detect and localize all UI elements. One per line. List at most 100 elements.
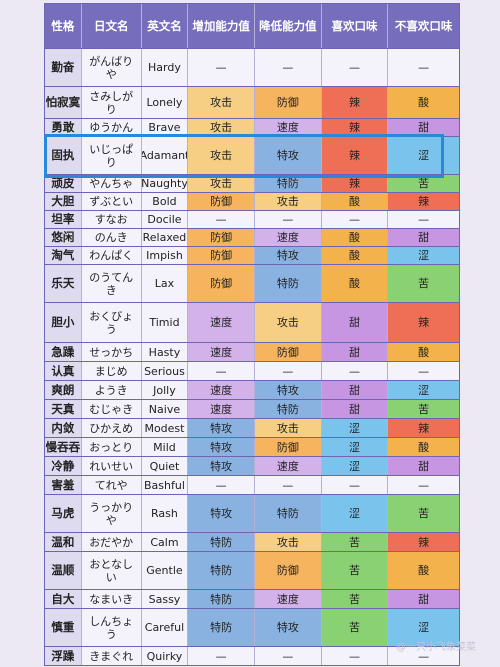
header-cell: 喜欢口味 <box>321 4 389 48</box>
disliked-flavor-cell: 涩 <box>388 609 459 646</box>
japanese-name-cell: なまいき <box>81 590 142 608</box>
english-name-cell: Naughty <box>141 175 189 192</box>
table-row: 冷静 れいせい Quiet 特攻 速度涩甜 <box>44 457 460 476</box>
japanese-name-cell: のうてんき <box>81 265 142 302</box>
table-row: 内敛 ひかえめ Modest 特攻 攻击涩辣 <box>44 419 460 438</box>
english-name-cell: Adamant <box>141 137 189 174</box>
increase-stat-cell: 特攻 <box>188 457 256 475</box>
decrease-stat-cell: 速度 <box>255 119 322 136</box>
english-name-cell: Brave <box>141 119 189 136</box>
nature-cell: 温和 <box>45 533 82 551</box>
japanese-name-cell: ずぶとい <box>81 193 142 210</box>
disliked-flavor-cell: — <box>388 647 459 665</box>
disliked-flavor-cell: 酸 <box>388 552 459 589</box>
japanese-name-cell: きまぐれ <box>81 647 142 665</box>
increase-stat-cell: — <box>188 362 256 380</box>
decrease-stat-cell: 防御 <box>255 438 322 456</box>
disliked-flavor-cell: 苦 <box>388 400 459 418</box>
liked-flavor-cell: 涩 <box>321 457 389 475</box>
nature-table: 性格 日文名 英文名 增加能力值 降低能力值 喜欢口味 不喜欢口味 勤奋 がんばりや Hardy —… <box>44 3 460 666</box>
table-row: 急躁 せっかち Hasty 速度 防御甜酸 <box>44 343 460 362</box>
disliked-flavor-cell: 涩 <box>388 381 459 399</box>
decrease-stat-cell: 特防 <box>255 265 322 302</box>
table-row: 勇敢 ゆうかん Brave 攻击 速度辣甜 <box>44 119 460 137</box>
english-name-cell: Hasty <box>141 343 189 361</box>
table-row: 浮躁 きまぐれ Quirky — — — — <box>44 647 460 666</box>
nature-cell: 淘气 <box>45 247 82 264</box>
watermark: @一只小飞象菜菜 <box>396 642 476 653</box>
decrease-stat-cell: — <box>255 49 322 86</box>
japanese-name-cell: しんちょう <box>81 609 142 646</box>
increase-stat-cell: 特攻 <box>188 438 256 456</box>
english-name-cell: Quiet <box>141 457 189 475</box>
increase-stat-cell: 攻击 <box>188 137 256 174</box>
japanese-name-cell: すなお <box>81 211 142 228</box>
disliked-flavor-cell: 酸 <box>388 343 459 361</box>
japanese-name-cell: おっとり <box>81 438 142 456</box>
japanese-name-cell: おとなしい <box>81 552 142 589</box>
table-row: 坦率 すなお Docile — — — — <box>44 211 460 229</box>
english-name-cell: Lax <box>141 265 189 302</box>
nature-cell: 慎重 <box>45 609 82 646</box>
nature-cell: 乐天 <box>45 265 82 302</box>
table-row: 害羞 てれや Bashful — — — — <box>44 476 460 495</box>
increase-stat-cell: 攻击 <box>188 119 256 136</box>
increase-stat-cell: 速度 <box>188 381 256 399</box>
nature-cell: 认真 <box>45 362 82 380</box>
decrease-stat-cell: 攻击 <box>255 303 322 342</box>
header-cell: 不喜欢口味 <box>388 4 459 48</box>
japanese-name-cell: せっかち <box>81 343 142 361</box>
increase-stat-cell: 特攻 <box>188 419 256 437</box>
japanese-name-cell: やんちゃ <box>81 175 142 192</box>
liked-flavor-cell: 辣 <box>321 87 389 118</box>
increase-stat-cell: 特攻 <box>188 495 256 532</box>
nature-cell: 自大 <box>45 590 82 608</box>
japanese-name-cell: のんき <box>81 229 142 246</box>
japanese-name-cell: うっかりや <box>81 495 142 532</box>
header-cell: 降低能力值 <box>255 4 322 48</box>
liked-flavor-cell: 苦 <box>321 533 389 551</box>
decrease-stat-cell: 防御 <box>255 87 322 118</box>
decrease-stat-cell: 速度 <box>255 457 322 475</box>
table-row: 自大 なまいき Sassy 特防 速度苦甜 <box>44 590 460 609</box>
english-name-cell: Careful <box>141 609 189 646</box>
table-row: 认真 まじめ Serious — — — — <box>44 362 460 381</box>
decrease-stat-cell: 特攻 <box>255 137 322 174</box>
nature-cell: 慢吞吞 <box>45 438 82 456</box>
decrease-stat-cell: 特攻 <box>255 381 322 399</box>
decrease-stat-cell: 防御 <box>255 552 322 589</box>
nature-cell: 勤奋 <box>45 49 82 86</box>
table-row: 马虎 うっかりや Rash 特攻 特防涩苦 <box>44 495 460 533</box>
english-name-cell: Bold <box>141 193 189 210</box>
table-row: 固执 いじっぱり Adamant 攻击 特攻辣涩 <box>44 137 460 175</box>
increase-stat-cell: — <box>188 476 256 494</box>
japanese-name-cell: ようき <box>81 381 142 399</box>
increase-stat-cell: 防御 <box>188 247 256 264</box>
nature-cell: 急躁 <box>45 343 82 361</box>
liked-flavor-cell: — <box>321 362 389 380</box>
table-row: 淘气 わんぱく Impish 防御 特攻酸涩 <box>44 247 460 265</box>
disliked-flavor-cell: 苦 <box>388 175 459 192</box>
japanese-name-cell: いじっぱり <box>81 137 142 174</box>
english-name-cell: Relaxed <box>141 229 189 246</box>
disliked-flavor-cell: 酸 <box>388 87 459 118</box>
disliked-flavor-cell: 甜 <box>388 119 459 136</box>
increase-stat-cell: 防御 <box>188 193 256 210</box>
liked-flavor-cell: 酸 <box>321 247 389 264</box>
table-row: 天真 むじゃき Naive 速度 特防甜苦 <box>44 400 460 419</box>
liked-flavor-cell: 涩 <box>321 495 389 532</box>
decrease-stat-cell: — <box>255 211 322 228</box>
disliked-flavor-cell: 苦 <box>388 495 459 532</box>
increase-stat-cell: 特防 <box>188 609 256 646</box>
liked-flavor-cell: — <box>321 211 389 228</box>
increase-stat-cell: 特防 <box>188 533 256 551</box>
japanese-name-cell: わんぱく <box>81 247 142 264</box>
liked-flavor-cell: 涩 <box>321 438 389 456</box>
japanese-name-cell: ひかえめ <box>81 419 142 437</box>
increase-stat-cell: 攻击 <box>188 87 256 118</box>
english-name-cell: Jolly <box>141 381 189 399</box>
increase-stat-cell: — <box>188 49 256 86</box>
table-row: 温和 おだやか Calm 特防 攻击苦辣 <box>44 533 460 552</box>
decrease-stat-cell: 特防 <box>255 175 322 192</box>
disliked-flavor-cell: 辣 <box>388 533 459 551</box>
